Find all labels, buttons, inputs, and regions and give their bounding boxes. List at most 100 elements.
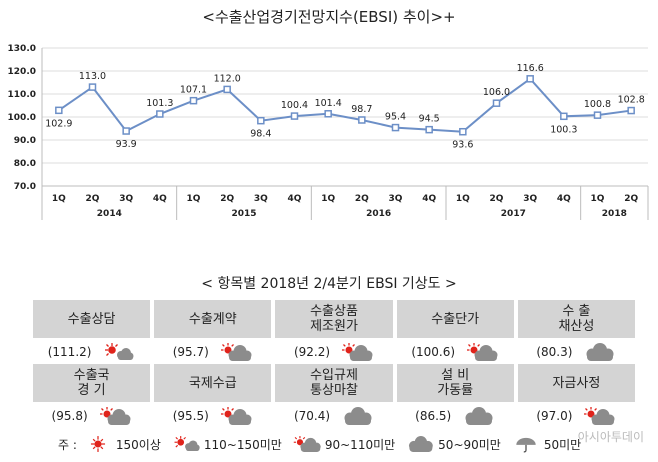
legend: 주 : 150이상 110~150미만 90~110미만 50~90미만 50미만 [58, 434, 648, 454]
item-value-cell: (95.5) [154, 404, 271, 428]
data-point [627, 106, 635, 115]
legend-entry: 110~150미만 [171, 434, 282, 454]
data-label: 101.4 [315, 98, 342, 109]
x-year-label: 2014 [97, 209, 122, 219]
item-name: 수출계약 [154, 300, 272, 338]
cloud-icon [461, 406, 495, 426]
x-tick-label: 2Q [355, 194, 369, 204]
item-value-cell: (95.8) [33, 404, 150, 428]
item-value: (92.2) [293, 345, 331, 359]
data-label: 95.4 [385, 112, 406, 123]
items-title: < 항목별 2018년 2/4분기 EBSI 기상도 > [201, 276, 457, 292]
item-value: (100.6) [411, 345, 456, 359]
data-label: 107.1 [180, 85, 207, 96]
data-label: 100.4 [281, 100, 308, 111]
item-name: 설 비 가동률 [396, 364, 514, 402]
data-label: 100.8 [584, 99, 611, 110]
data-point [290, 112, 299, 120]
legend-label: 150이상 [115, 437, 161, 452]
item-name: 자금사정 [517, 364, 635, 402]
y-tick-label: 70.0 [14, 182, 36, 192]
data-point [55, 106, 63, 115]
items-grid: 수출상담 수출계약 수출상품 제조원가 수출단가 수 출 채산성 (111.2) (95.7… [33, 300, 635, 428]
item-name: 수출국 경 기 [33, 364, 151, 402]
legend-prefix: 주 : [58, 437, 77, 452]
data-label: 94.5 [419, 114, 440, 125]
rain-icon [511, 434, 541, 454]
x-tick-label: 2Q [220, 194, 234, 204]
x-tick-label: 1Q [52, 194, 66, 204]
cloud-sun-icon [219, 406, 253, 426]
cloud-sun-icon [340, 342, 374, 362]
legend-entry: 90~110미만 [292, 434, 395, 454]
x-tick-label: 3Q [389, 194, 403, 204]
item-value-cell: (86.5) [397, 404, 514, 428]
legend-entry: 150이상 [83, 434, 161, 454]
x-tick-label: 2Q [490, 194, 504, 204]
item-value-cell: (100.6) [397, 340, 514, 364]
x-year-label: 2016 [366, 209, 391, 219]
item-value: (95.5) [172, 409, 209, 423]
data-point [156, 110, 164, 118]
x-tick-label: 3Q [523, 194, 537, 204]
x-tick-label: 1Q [591, 194, 605, 204]
watermark: 아시아투데이 [577, 430, 644, 444]
item-name: 수 출 채산성 [517, 300, 635, 338]
data-label: 106.0 [483, 87, 510, 98]
item-name: 수입규제 통상마찰 [275, 364, 393, 402]
data-label: 100.3 [550, 124, 577, 135]
chart-title: <수출산업경기전망지수(EBSI) 추이>+ [202, 8, 456, 26]
x-tick-label: 1Q [456, 194, 470, 204]
data-point [122, 127, 130, 135]
item-value-cell: (97.0) [518, 404, 635, 428]
y-tick-label: 130.0 [8, 44, 36, 54]
data-point [391, 123, 400, 132]
data-label: 102.8 [618, 95, 645, 106]
x-tick-label: 4Q [557, 194, 571, 204]
data-point [324, 110, 332, 118]
item-value-cell: (92.2) [275, 340, 392, 364]
x-tick-label: 4Q [288, 194, 302, 204]
item-value: (95.8) [51, 409, 88, 423]
item-name: 수출상품 제조원가 [275, 300, 393, 338]
item-value-cell: (111.2) [33, 340, 150, 364]
data-label: 98.7 [351, 104, 372, 115]
item-value: (95.7) [172, 345, 209, 359]
legend-label: 110~150미만 [203, 437, 282, 452]
cloud-sun-icon [98, 406, 132, 426]
x-tick-label: 1Q [321, 194, 335, 204]
item-value: (80.3) [536, 345, 573, 359]
data-point [223, 85, 231, 94]
item-name: 수출상담 [33, 300, 151, 338]
cloud-icon [340, 406, 374, 426]
y-tick-label: 110.0 [8, 90, 36, 100]
cloud-sun-icon [219, 342, 253, 362]
ebsi-line-chart: 70.0 80.0 90.0 100.0 110.0 120.0 130.0 1Q 2Q 3Q 4Q… [8, 44, 649, 220]
legend-entry: 50~90미만 [405, 434, 501, 454]
x-tick-label: 3Q [119, 194, 133, 204]
x-tick-label: 1Q [187, 194, 201, 204]
cloud-sun-icon [465, 342, 499, 362]
data-point [593, 111, 602, 119]
y-tick-label: 80.0 [14, 159, 36, 169]
data-point [459, 127, 467, 136]
item-value-cell: (80.3) [518, 340, 635, 364]
sun-cloud-icon [171, 434, 201, 454]
data-label: 93.6 [452, 140, 473, 151]
cloud-icon [582, 342, 616, 362]
data-label: 98.4 [250, 129, 271, 140]
item-value-cell: (70.4) [275, 404, 392, 428]
x-year-label: 2018 [602, 209, 627, 219]
data-point [257, 116, 265, 125]
data-point [189, 96, 198, 105]
data-label: 116.6 [517, 63, 544, 74]
series-line [58, 77, 632, 133]
cloud-icon [405, 434, 435, 454]
legend-label: 50~90미만 [438, 437, 501, 452]
data-point [560, 112, 568, 121]
data-point [358, 116, 366, 124]
y-tick-label: 120.0 [8, 67, 36, 77]
y-tick-label: 90.0 [14, 136, 36, 146]
item-value: (111.2) [47, 345, 92, 359]
x-tick-label: 4Q [153, 194, 167, 204]
